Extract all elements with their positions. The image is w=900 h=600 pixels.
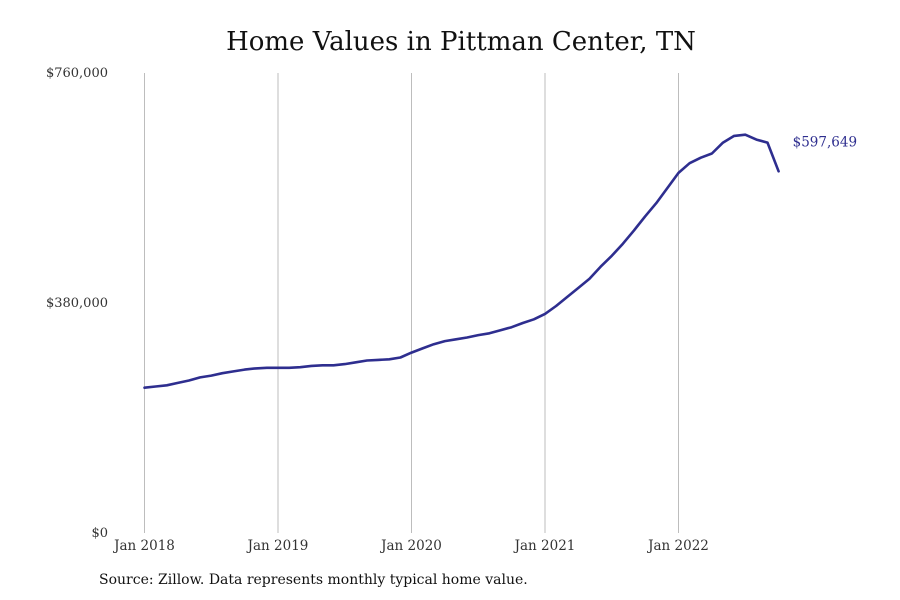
- source-note: Source: Zillow. Data represents monthly …: [99, 572, 528, 588]
- x-axis-tick-labels: Jan 2018 Jan 2019 Jan 2020 Jan 2021 Jan 2022: [112, 538, 709, 554]
- chart-title: Home Values in Pittman Center, TN: [226, 27, 696, 57]
- x-tick-label: Jan 2021: [513, 538, 576, 554]
- series-layer: $597,649: [143, 133, 857, 390]
- x-tick-label: Jan 2022: [646, 538, 709, 554]
- y-tick-label: $760,000: [46, 66, 108, 81]
- y-tick-label: $0: [91, 526, 108, 541]
- series-end-label: $597,649: [793, 135, 857, 151]
- y-axis-tick-labels: $0 $380,000 $760,000: [46, 66, 108, 541]
- x-tick-label: Jan 2018: [112, 538, 175, 554]
- x-tick-label: Jan 2019: [246, 538, 309, 554]
- gridlines: [144, 73, 679, 533]
- x-tick-label: Jan 2020: [379, 538, 442, 554]
- series-line: [143, 133, 780, 390]
- y-tick-label: $380,000: [46, 296, 108, 311]
